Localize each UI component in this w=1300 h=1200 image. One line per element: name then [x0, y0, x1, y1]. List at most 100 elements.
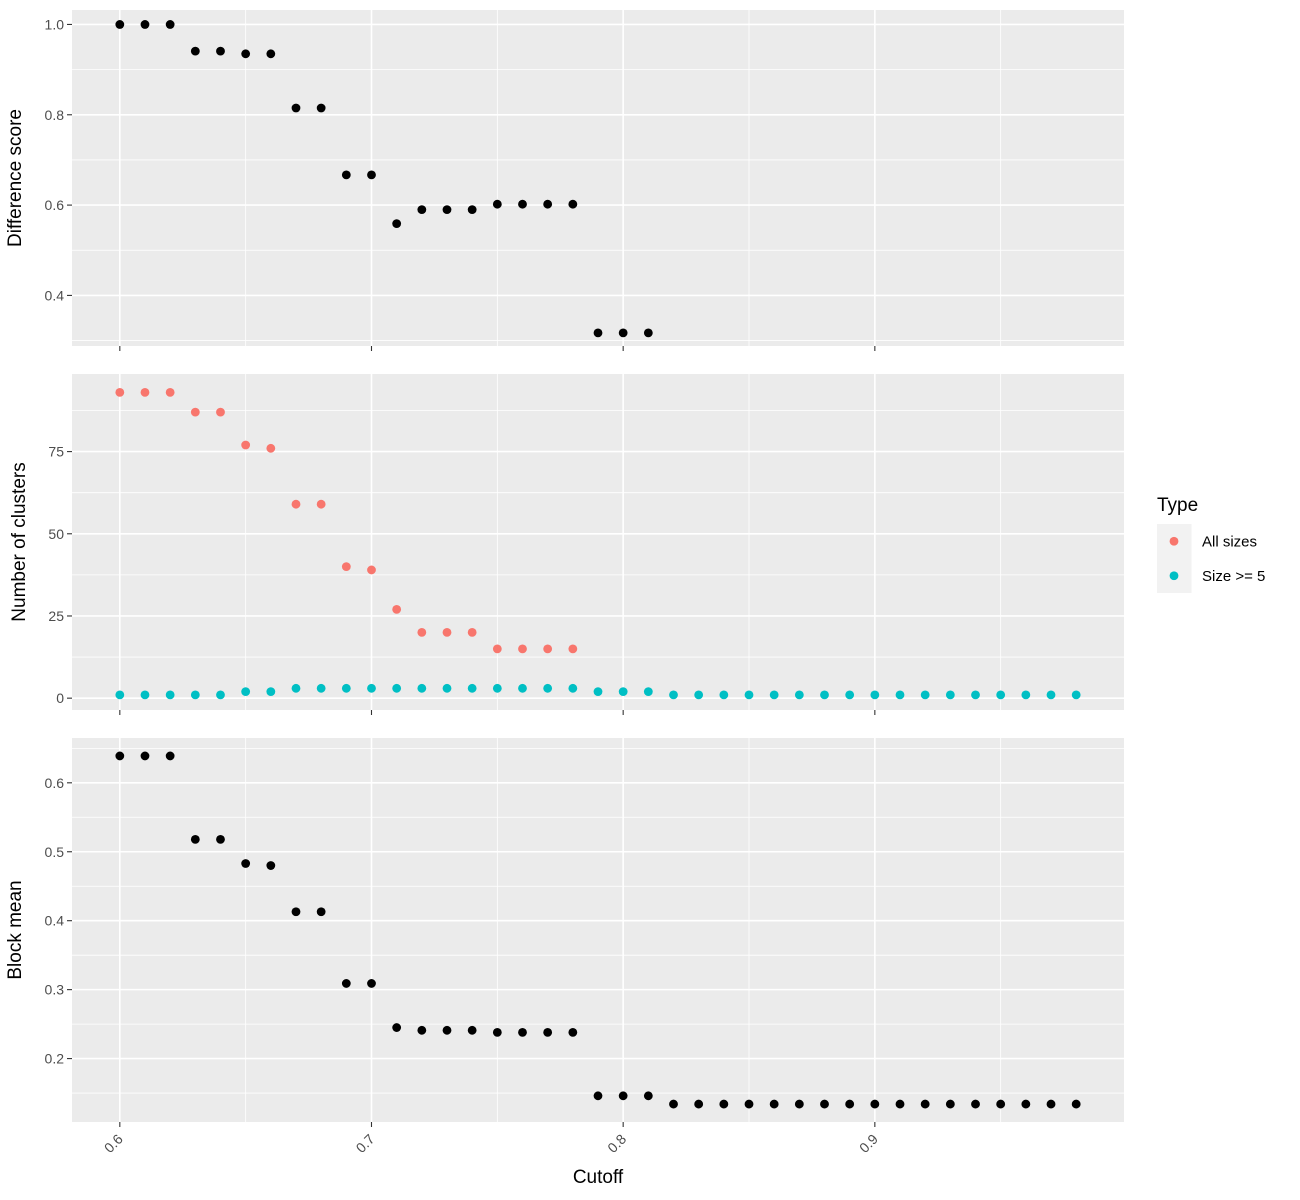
data-point — [996, 1099, 1006, 1109]
data-point — [1021, 690, 1031, 700]
series-points-3 — [115, 751, 1081, 1109]
data-point — [1046, 1099, 1056, 1109]
data-point — [568, 683, 578, 693]
data-point — [341, 562, 351, 572]
data-point — [593, 328, 603, 338]
legend-label: All sizes — [1202, 534, 1257, 551]
data-point — [1046, 690, 1056, 700]
panel-background — [72, 738, 1124, 1122]
data-point — [568, 1027, 578, 1037]
data-point — [266, 687, 276, 696]
legend-entry: Size >= 5 — [1157, 558, 1265, 593]
data-point — [492, 683, 502, 693]
data-point — [719, 690, 729, 700]
data-point — [140, 388, 150, 397]
data-point — [190, 407, 200, 417]
data-point — [1021, 1099, 1031, 1109]
data-point — [996, 690, 1006, 700]
data-point — [518, 1027, 527, 1037]
y-tick-label: 0.6 — [45, 197, 65, 213]
data-point — [895, 690, 905, 700]
data-point — [341, 979, 351, 988]
data-point — [115, 751, 125, 761]
y-tick-label: 75 — [48, 444, 64, 460]
data-point — [794, 690, 804, 700]
data-point — [945, 690, 955, 700]
data-point — [291, 499, 301, 509]
data-point — [870, 690, 880, 700]
x-axis-title: Cutoff — [573, 1167, 624, 1188]
y-tick-label: 0.4 — [45, 913, 65, 929]
data-point — [618, 1091, 628, 1101]
data-point — [543, 683, 553, 693]
data-point — [241, 687, 251, 696]
y-tick-label: 0.4 — [45, 287, 65, 303]
data-point — [115, 388, 125, 397]
legend: Type All sizes Size >= 5 — [1157, 495, 1265, 593]
data-point — [442, 628, 452, 637]
data-point — [417, 205, 427, 215]
data-point — [140, 751, 150, 761]
data-point — [442, 683, 452, 693]
data-point — [492, 199, 502, 209]
y-tick-label: 0 — [56, 690, 64, 706]
data-point — [467, 683, 477, 693]
data-point — [492, 644, 502, 654]
data-point — [518, 199, 527, 209]
data-point — [216, 46, 225, 56]
data-point — [820, 690, 829, 700]
data-point — [618, 328, 628, 338]
data-point — [392, 1023, 402, 1032]
panel-background — [72, 374, 1124, 710]
data-point — [694, 690, 704, 700]
data-point — [392, 683, 402, 693]
panel-1: 0.4 0.6 0.8 1.0 Difference score — [5, 10, 1124, 351]
data-point — [669, 690, 678, 700]
data-point — [341, 683, 351, 693]
data-point — [1071, 690, 1081, 700]
data-point — [593, 1091, 603, 1101]
series-all-sizes — [115, 388, 578, 654]
y-axis-title: Difference score — [5, 109, 26, 247]
data-point — [316, 683, 326, 693]
data-point — [643, 1091, 653, 1101]
data-point — [543, 1027, 553, 1037]
data-point — [467, 1025, 477, 1035]
data-point — [719, 1099, 729, 1109]
series-points-1 — [115, 20, 653, 338]
data-point — [417, 683, 427, 693]
data-point — [140, 20, 150, 29]
panel-3: 0.2 0.3 0.4 0.5 0.6 Block mean 0.6 0.7 0.8 0.9 Cut… — [5, 738, 1124, 1188]
data-point — [920, 1099, 930, 1109]
data-point — [291, 103, 301, 113]
data-point — [392, 604, 402, 614]
panels-layer: 0.4 0.6 0.8 1.0 Difference score 0 25 50 75 Numbe… — [5, 10, 1124, 1188]
data-point — [367, 683, 376, 693]
data-point — [467, 628, 477, 637]
data-point — [518, 644, 527, 654]
data-point — [543, 199, 553, 209]
data-point — [744, 1099, 754, 1109]
data-point — [945, 1099, 955, 1109]
legend-marker — [1169, 571, 1179, 581]
data-point — [392, 219, 402, 229]
data-point — [694, 1099, 704, 1109]
data-point — [165, 20, 175, 29]
y-tick-label: 0.2 — [45, 1051, 65, 1067]
data-point — [216, 407, 225, 417]
x-tick-label: 0.6 — [101, 1131, 126, 1156]
data-point — [492, 1027, 502, 1037]
data-point — [165, 388, 175, 397]
data-point — [442, 205, 452, 215]
data-point — [845, 1099, 855, 1109]
data-point — [643, 328, 653, 338]
legend-marker — [1169, 536, 1179, 546]
data-point — [190, 46, 200, 56]
data-point — [568, 199, 578, 209]
series-size-5 — [115, 683, 1081, 700]
data-point — [794, 1099, 804, 1109]
data-point — [241, 859, 251, 868]
data-point — [769, 690, 779, 700]
data-point — [417, 1025, 427, 1035]
